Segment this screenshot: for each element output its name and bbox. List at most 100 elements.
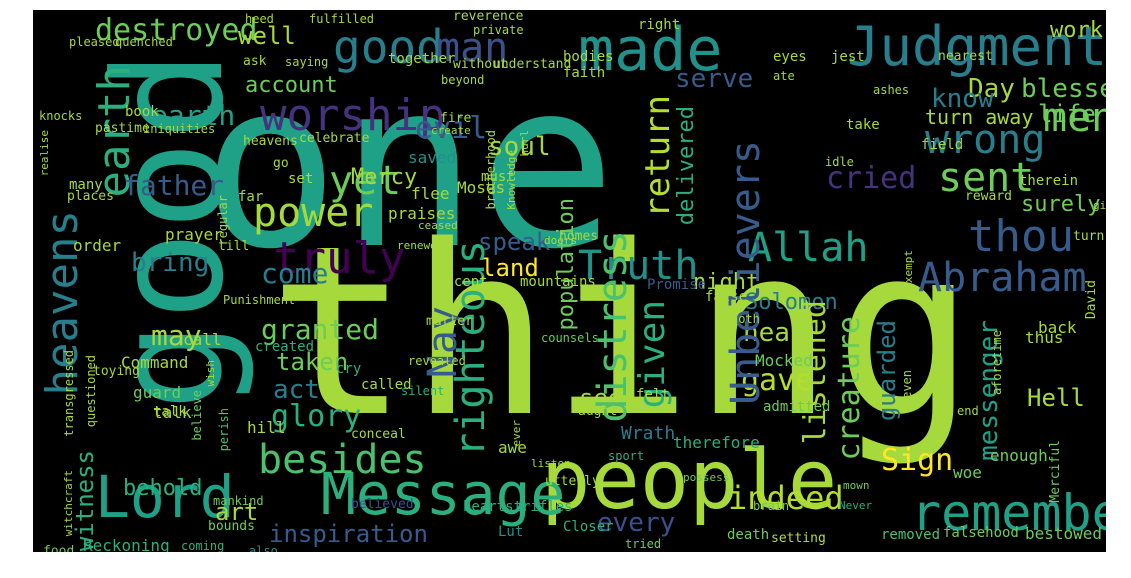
word-perish: perish <box>217 408 231 452</box>
word-doth: doth <box>731 312 760 326</box>
word-mankind: mankind <box>213 494 264 508</box>
word-message: Message <box>321 460 566 528</box>
word-except: except <box>437 274 488 290</box>
word-pleased: pleased <box>69 35 120 49</box>
word-saying: saying <box>285 55 329 69</box>
word-saved: saved <box>408 148 457 167</box>
word-work: work <box>1050 18 1103 43</box>
word-delivered: delivered <box>674 106 699 226</box>
word-set: set <box>288 171 314 187</box>
word-sign: Sign <box>881 443 954 478</box>
word-father: father <box>123 169 225 202</box>
word-death: death <box>727 527 770 543</box>
word-conceal: conceal <box>351 427 406 442</box>
word-doers: doers <box>544 234 578 247</box>
word-woe: woe <box>953 463 982 482</box>
word-sent: sent <box>938 155 1035 201</box>
word-act: act <box>273 375 320 405</box>
word-behold: behold <box>123 476 203 501</box>
word-counsels: counsels <box>541 331 599 345</box>
word-called: called <box>361 377 412 393</box>
word-knowledge: Knowledge <box>505 150 518 210</box>
word-guarded: guarded <box>873 320 901 422</box>
word-creature: creature <box>832 316 867 461</box>
word-thus: thus <box>1025 328 1064 347</box>
word-believed: believed <box>351 497 414 512</box>
word-granted: granted <box>261 313 380 346</box>
word-heavens: heavens <box>243 134 298 149</box>
word-truly: truly <box>273 233 406 284</box>
word-beyond: beyond <box>441 73 485 87</box>
word-heartstrifles: heartstrifles <box>463 499 573 515</box>
word-order: order <box>73 236 122 255</box>
word-lut: Lut <box>498 524 524 540</box>
word-prayer: prayer <box>165 225 223 244</box>
word-quenched: quenched <box>115 35 173 49</box>
word-field: field <box>921 137 964 153</box>
word-even: even <box>900 370 914 399</box>
word-take: take <box>846 117 880 133</box>
word-aught: aught <box>578 404 618 419</box>
word-faith: faith <box>563 65 606 81</box>
word-day: Day <box>968 74 1015 104</box>
word-therefore: therefore <box>673 433 760 452</box>
word-flee: flee <box>411 184 450 203</box>
word-setting: setting <box>771 531 826 546</box>
word-punishment: Punishment <box>223 293 296 307</box>
word-heed: heed <box>245 12 274 26</box>
word-return: return <box>638 95 678 218</box>
word-evil: evil <box>415 111 488 146</box>
word-call: call <box>183 330 222 349</box>
word-david: David <box>1084 280 1099 320</box>
word-soul: soul <box>488 132 551 162</box>
word-made: made <box>578 15 723 85</box>
word-closer: Closer <box>563 519 614 535</box>
word-food: food <box>43 544 75 552</box>
word-go: go <box>273 156 289 171</box>
word-distress: distress <box>590 230 636 423</box>
word-bodies: bodies <box>563 49 614 65</box>
word-merciful: Merciful <box>1048 440 1063 503</box>
word-gave: gave <box>741 363 814 398</box>
word-together: together <box>388 51 456 67</box>
word-art: art <box>215 498 259 526</box>
word-realise: realise <box>38 130 51 177</box>
word-truth: Truth <box>578 243 699 289</box>
word-ask: ask <box>243 54 267 69</box>
word-cry: cry <box>336 361 362 377</box>
word-come: come <box>261 257 329 290</box>
word-command: Command <box>121 353 189 372</box>
word-regular: regular <box>216 195 230 246</box>
word-wish: wish <box>204 360 217 387</box>
word-book: book <box>125 104 159 120</box>
word-witchcraft: witchcraft <box>62 470 75 537</box>
word-listen: listen <box>531 457 571 470</box>
word-lord: Lord <box>95 463 235 531</box>
word-places: places <box>67 189 114 204</box>
word-life: life <box>1038 100 1096 128</box>
word-reverence: reverence <box>453 10 524 24</box>
word-serve: serve <box>675 64 754 94</box>
word-exempt: exempt <box>902 250 915 290</box>
word-wrath: Wrath <box>621 423 676 444</box>
word-brain: brain <box>753 499 790 513</box>
word-brotherhood: brotherhood <box>484 130 498 210</box>
word-talk: talk <box>153 404 187 420</box>
word-mocked: Mocked <box>755 351 813 370</box>
word-pastime: pastime <box>95 121 150 136</box>
word-idle: idle <box>825 155 854 169</box>
word-promise: Promise <box>647 277 707 293</box>
word-aforetime: aforetime <box>990 330 1004 396</box>
word-enough: enough <box>990 446 1048 465</box>
word-guard: guard <box>133 383 182 402</box>
word-thing: thing <box>268 196 976 469</box>
word-private: private <box>473 23 524 37</box>
word-right: right <box>638 17 681 33</box>
word-revealed: revealed <box>408 354 466 368</box>
word-coming: coming <box>181 539 225 552</box>
word-indeed: indeed <box>728 479 844 517</box>
word-till: till <box>218 239 250 254</box>
word-glory: glory <box>271 399 362 434</box>
word-every: every <box>597 508 676 538</box>
